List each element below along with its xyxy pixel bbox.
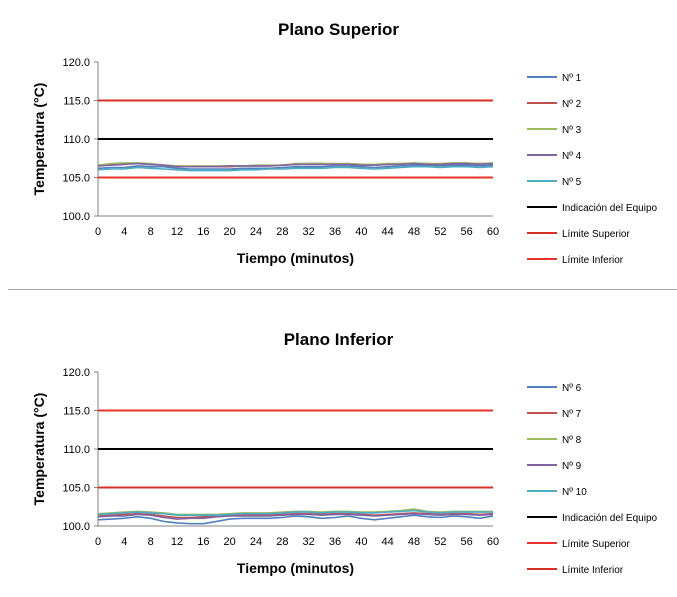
legend-label: Nº 8 [562,435,582,446]
x-tick-label: 24 [250,226,262,238]
legend-label: Límite Superior [562,229,630,240]
x-axis-title: Tiempo (minutos) [237,560,354,576]
legend-label: Nº 1 [562,73,582,84]
legend-label: Indicación del Equipo [562,513,658,524]
x-tick-label: 48 [408,536,420,548]
x-tick-label: 8 [148,536,154,548]
x-tick-label: 24 [250,536,262,548]
x-tick-label: 56 [461,536,473,548]
x-tick-label: 20 [224,226,236,238]
legend-label: Nº 5 [562,177,582,188]
y-axis-title: Temperatura (°C) [31,393,47,506]
series-line-5 [97,165,494,172]
y-tick-label: 120.0 [62,57,90,69]
legend-label: Límite Inferior [562,255,624,266]
x-tick-label: 32 [303,536,315,548]
legend-label: Límite Inferior [562,565,624,576]
y-tick-label: 100.0 [62,211,90,223]
legend-label: Límite Superior [562,539,630,550]
legend-label: Nº 2 [562,99,582,110]
x-tick-label: 16 [197,536,209,548]
legend-label: Nº 4 [562,151,582,162]
chart-title: Plano Superior [278,20,399,39]
series-line-5 [97,509,493,516]
x-tick-label: 56 [461,226,473,238]
y-tick-label: 110.0 [63,444,90,456]
x-tick-label: 60 [487,226,499,238]
legend-label: Nº 6 [562,383,582,394]
chart-panel-lower: Plano Inferior 100.0 105.0 110.0 115.0 120.0… [0,310,677,597]
legend-label: Nº 3 [562,125,582,136]
x-tick-label: 36 [329,226,341,238]
x-tick-label: 44 [382,536,394,548]
x-tick-label: 28 [276,536,288,548]
panel-divider [8,289,677,290]
y-tick-label: 115.0 [63,96,90,108]
x-tick-label: 48 [408,226,420,238]
x-tick-label: 16 [197,226,209,238]
y-tick-label: 120.0 [62,367,90,379]
x-tick-label: 40 [355,536,367,548]
x-tick-label: 20 [224,536,236,548]
x-tick-label: 12 [171,536,183,548]
x-tick-label: 28 [276,226,288,238]
chart-panel-upper: Plano Superior 100.0 105.0 110.0 115.0 120.0… [0,0,677,285]
y-tick-label: 115.0 [63,406,90,418]
x-tick-label: 0 [95,226,101,238]
legend-label: Nº 7 [562,409,582,420]
x-tick-label: 8 [148,226,154,238]
legend-label: Indicación del Equipo [562,203,658,214]
series-line-4 [97,512,494,520]
x-tick-label: 60 [487,536,499,548]
series-line-1 [97,514,494,525]
x-tick-label: 4 [121,536,127,548]
y-tick-label: 105.0 [62,173,90,185]
y-axis-title: Temperatura (°C) [31,83,47,196]
x-axis-title: Tiempo (minutos) [237,250,354,266]
x-tick-label: 40 [355,226,367,238]
x-tick-label: 12 [171,226,183,238]
y-tick-label: 105.0 [62,483,90,495]
x-tick-label: 36 [329,536,341,548]
y-tick-label: 110.0 [63,134,90,146]
x-tick-label: 52 [434,226,446,238]
x-tick-label: 32 [303,226,315,238]
series-line-4 [97,162,494,168]
x-tick-label: 44 [382,226,394,238]
x-tick-label: 0 [95,536,101,548]
legend-label: Nº 9 [562,461,582,472]
legend-label: Nº 10 [562,487,587,498]
x-tick-label: 52 [434,536,446,548]
y-tick-label: 100.0 [62,521,90,533]
x-tick-label: 4 [121,226,127,238]
chart-title: Plano Inferior [283,330,394,349]
